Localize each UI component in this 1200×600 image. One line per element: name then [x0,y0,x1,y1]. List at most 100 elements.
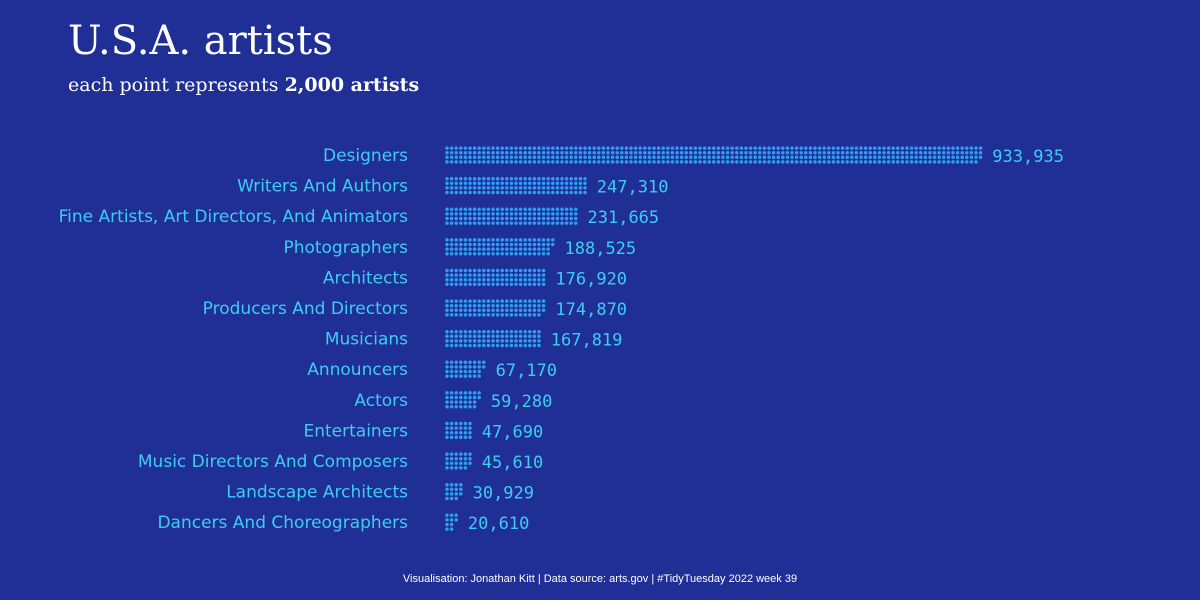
data-point [942,160,946,164]
data-point [509,251,514,256]
data-point [564,186,569,190]
data-point [574,190,578,195]
data-point [468,391,472,395]
dot-group [445,452,472,470]
data-point [555,221,560,225]
data-point [518,150,523,155]
data-point [449,435,454,440]
data-point [459,466,463,470]
data-point [905,160,909,164]
data-point [477,299,481,303]
data-point [472,308,477,313]
data-point [730,160,734,164]
data-point [555,207,560,212]
data-point [698,155,702,160]
dot-group [445,360,486,378]
data-point [532,186,537,190]
data-point [482,277,486,282]
data-point [555,212,560,216]
data-point [574,150,578,155]
data-point [449,400,454,404]
data-point [909,155,914,160]
data-point [463,400,468,404]
data-point [730,150,734,155]
data-point [836,146,840,150]
data-point [813,150,817,155]
data-point [459,308,463,313]
data-point [886,155,891,160]
data-point [601,160,606,164]
data-point [463,435,468,440]
data-point [491,299,495,303]
data-point [454,212,458,216]
data-point [509,308,514,313]
data-point [564,150,569,155]
data-point [969,150,974,155]
data-point [735,155,739,160]
data-point [868,150,872,155]
data-point [955,150,960,155]
dot-group [445,207,578,225]
data-point [454,268,458,273]
data-point [946,150,951,155]
data-point [831,146,836,150]
data-point [454,400,458,404]
data-point [744,160,748,164]
data-point [744,155,748,160]
data-point [831,155,836,160]
data-point [505,343,509,348]
data-point [454,369,458,374]
data-point [514,251,518,256]
data-point [486,216,491,221]
data-point [454,430,458,435]
data-point [509,343,514,348]
data-point [620,150,624,155]
data-point [477,277,481,282]
data-point [569,212,573,216]
data-point [518,334,523,339]
data-point [445,190,449,195]
data-point [477,155,481,160]
data-point [482,313,486,317]
data-point [574,186,578,190]
data-point [518,155,523,160]
data-point [569,181,573,186]
data-point [468,207,472,212]
data-point [505,247,509,251]
data-point [514,303,518,308]
data-point [914,150,918,155]
data-point [486,308,491,313]
data-point [541,242,546,247]
data-point [873,160,877,164]
data-point [891,146,895,150]
data-point [449,496,454,501]
data-point [624,155,629,160]
data-point [891,155,895,160]
data-point [445,313,449,317]
data-point [528,303,532,308]
data-point [739,155,744,160]
data-point [445,461,449,466]
data-point [505,155,509,160]
dot-group [445,299,546,317]
data-point [468,452,472,456]
data-point [942,155,946,160]
data-point [509,303,514,308]
data-point [468,150,472,155]
data-point [500,146,504,150]
data-point [702,155,707,160]
data-point [551,155,555,160]
data-point [946,155,951,160]
chart-title: U.S.A. artists [68,18,333,64]
data-point [459,186,463,190]
data-point [514,150,518,155]
data-point [468,238,472,242]
data-point [472,268,477,273]
data-point [928,160,932,164]
data-point [445,207,449,212]
data-point [463,190,468,195]
data-point [564,207,569,212]
data-point [578,190,583,195]
data-point [528,329,532,334]
data-point [482,251,486,256]
